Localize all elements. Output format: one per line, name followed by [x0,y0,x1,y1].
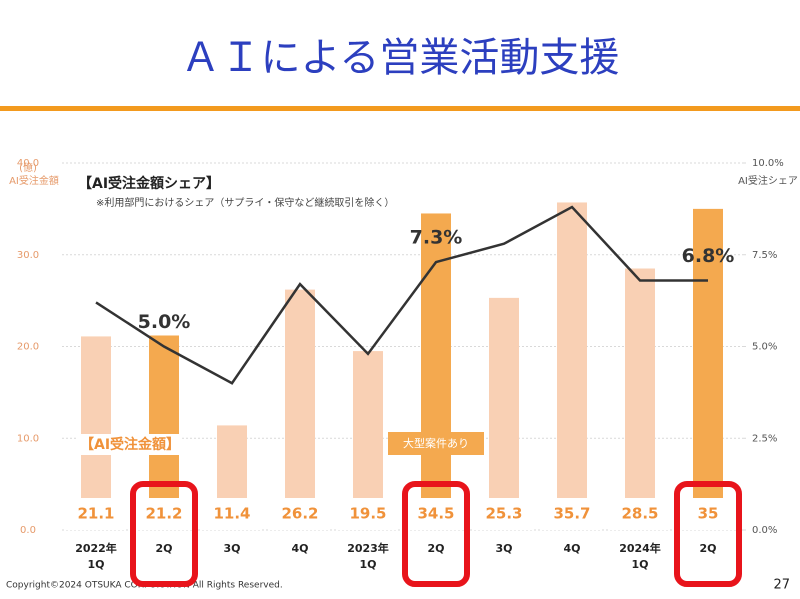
bar-value-label: 35 [698,505,719,523]
y-axis-label: AI受注金額 [9,174,59,187]
bar-series-label: 【AI受注金額】 [80,436,180,453]
x-tick-label: 2024年 1Q [619,541,661,571]
slide-title: ＡＩによる営業活動支援 [181,35,620,81]
bar [489,297,519,530]
line-series-label: 【AI受注金額シェア】 [78,175,220,192]
bar-label-bg [474,498,534,530]
bar-label-bg [678,498,738,530]
y2-tick-label: 7.5% [752,250,777,261]
y2-tick-label: 0.0% [752,525,777,536]
x-tick-label: 4Q [291,542,308,555]
bar-label-bg [202,498,262,530]
x-tick-label: 2Q [699,542,716,555]
x-tick-label: 4Q [563,542,580,555]
y2-tick-label: 5.0% [752,342,777,353]
x-tick-label: 2Q [427,542,444,555]
y2-tick-label: 2.5% [752,433,777,444]
line-note: ※利用部門におけるシェア（サプライ・保守など継続取引を除く） [96,196,394,209]
bar-label-bg [66,498,126,530]
x-tick-label: 3Q [495,542,512,555]
bar [693,208,723,530]
bar-value-label: 11.4 [213,505,250,523]
bar-label-bg [406,498,466,530]
bar [81,336,111,530]
bar-value-label: 26.2 [281,505,318,523]
line-value-label: 7.3% [410,227,463,249]
bar [285,289,315,530]
y2-axis-label: AI受注シェア [738,174,798,187]
y-tick-label: 20.0 [17,342,39,353]
title-rule [0,106,800,111]
x-tick-label: 2022年 1Q [75,541,117,571]
line-value-label: 5.0% [138,311,191,333]
share-line [95,205,708,385]
y-tick-label: 10.0 [17,433,39,444]
bar-value-label: 21.2 [145,505,182,523]
annotation: 大型案件あり [403,436,469,450]
highlight-box [674,481,742,587]
y-tick-label: 0.0 [20,525,36,536]
bar [149,335,179,530]
annotation-bg [388,432,484,455]
bar-label-bg [270,498,330,530]
bar [557,202,587,530]
line-value-label: 6.8% [682,245,735,267]
x-tick-label: 3Q [223,542,240,555]
bar-label-bg [542,498,602,530]
x-tick-label: 2Q [155,542,172,555]
y2-tick-label: 10.0% [752,158,784,169]
bar-value-label: 35.7 [553,505,590,523]
bar-value-label: 21.1 [77,505,114,523]
highlight-box [130,481,198,587]
bar [421,213,451,530]
bar-label-bg [338,498,398,530]
bar-value-label: 19.5 [349,505,386,523]
bar-label-bg [610,498,670,530]
bar [625,268,655,530]
bar-value-label: 34.5 [417,505,454,523]
y-tick-label: 40.0 [17,158,39,169]
y-axis-unit: (億) [19,161,37,174]
bar-series-label-bg [78,434,183,455]
bar-label-bg [134,498,194,530]
bar-value-label: 28.5 [621,505,658,523]
page-number: 27 [773,578,790,593]
bar-value-label: 25.3 [485,505,522,523]
y-tick-label: 30.0 [17,250,39,261]
highlight-box [402,481,470,587]
x-tick-label: 2023年 1Q [347,541,389,571]
